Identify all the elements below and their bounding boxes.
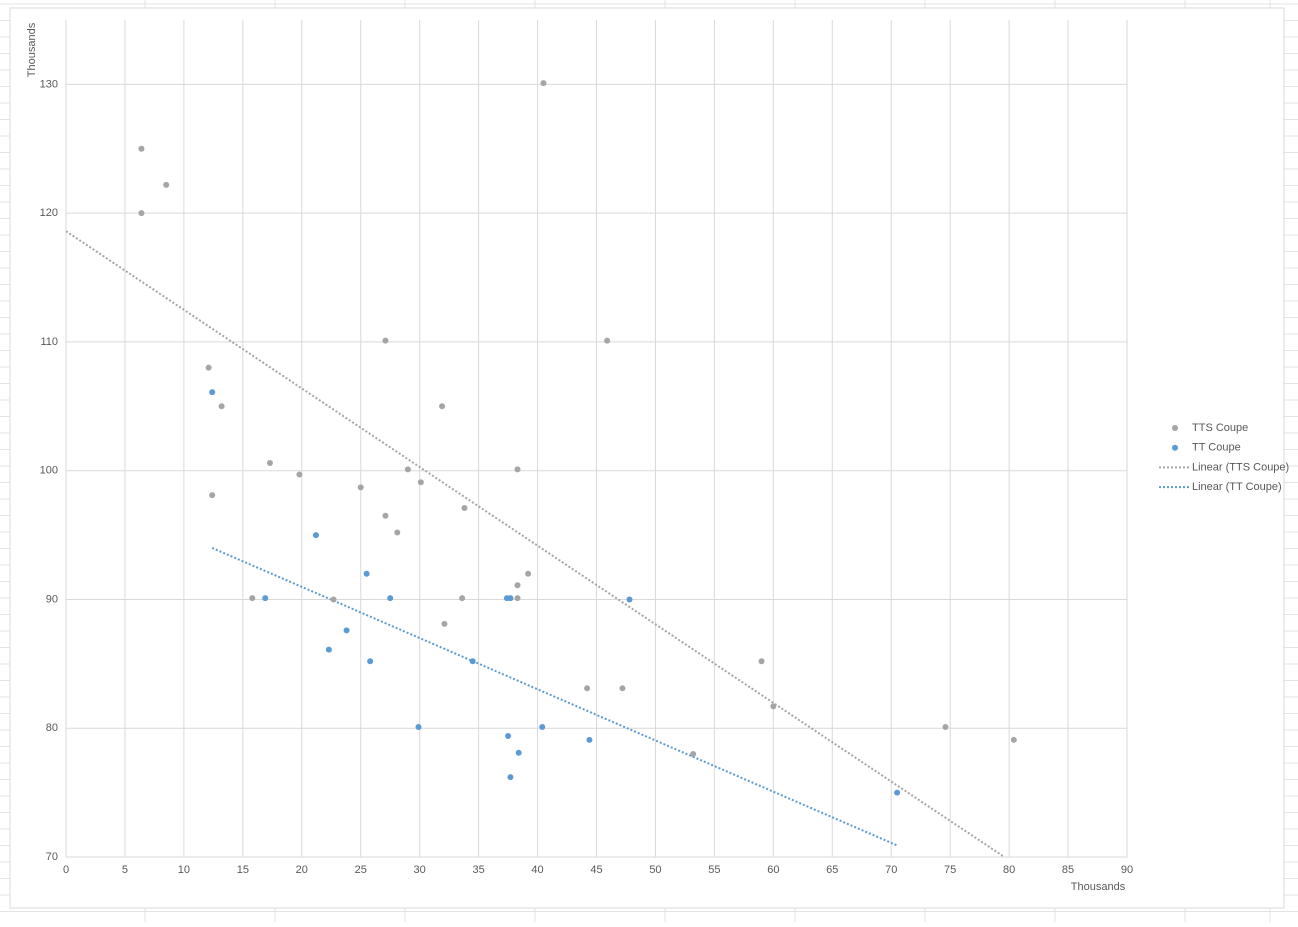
x-tick-label: 40	[531, 864, 543, 876]
x-tick-label: 20	[296, 864, 308, 876]
x-tick-label: 75	[944, 864, 956, 876]
x-axis-label: Thousands	[1071, 881, 1126, 893]
legend-label: TTS Coupe	[1192, 422, 1248, 434]
scatter-point	[382, 512, 389, 519]
scatter-point	[439, 403, 446, 410]
x-tick-label: 65	[826, 864, 838, 876]
scatter-point	[586, 736, 593, 743]
x-tick-label: 25	[355, 864, 367, 876]
scatter-point	[1010, 736, 1017, 743]
scatter-point	[770, 703, 777, 710]
scatter-point	[604, 337, 611, 344]
scatter-point	[507, 774, 514, 781]
scatter-point	[626, 596, 633, 603]
scatter-point	[690, 750, 697, 757]
scatter-point	[758, 658, 765, 665]
scatter-point	[163, 181, 170, 188]
legend-label: Linear (TTS Coupe)	[1192, 461, 1289, 473]
scatter-point	[138, 145, 145, 152]
x-tick-label: 0	[63, 864, 69, 876]
scatter-point	[343, 627, 350, 634]
scatter-point	[367, 658, 374, 665]
y-tick-label: 110	[40, 336, 58, 348]
x-tick-label: 30	[414, 864, 426, 876]
scatter-point	[312, 532, 319, 539]
scatter-point	[514, 582, 521, 589]
legend-marker	[1172, 444, 1178, 451]
scatter-point	[296, 471, 303, 478]
scatter-point	[209, 389, 216, 396]
x-tick-label: 45	[590, 864, 602, 876]
x-tick-label: 15	[237, 864, 249, 876]
scatter-point	[266, 459, 273, 466]
scatter-point	[209, 492, 216, 499]
scatter-point	[138, 210, 145, 217]
x-tick-label: 85	[1062, 864, 1074, 876]
scatter-point	[540, 80, 547, 87]
scatter-point	[459, 595, 466, 602]
x-tick-label: 80	[1003, 864, 1015, 876]
trendline	[211, 547, 898, 847]
scatter-point	[461, 505, 468, 512]
y-tick-label: 100	[40, 465, 58, 477]
scatter-point	[507, 595, 514, 602]
scatter-point	[404, 466, 411, 473]
scatter-point	[584, 685, 591, 692]
scatter-point	[357, 484, 364, 491]
scatter-point	[515, 749, 522, 756]
scatter-point	[469, 658, 476, 665]
chart-area	[9, 7, 1285, 909]
scatter-point	[942, 723, 949, 730]
y-axis-label: Thousands	[26, 22, 38, 77]
scatter-point	[514, 595, 521, 602]
x-tick-label: 35	[472, 864, 484, 876]
scatter-point	[894, 789, 901, 796]
scatter-point	[525, 570, 532, 577]
scatter-point	[394, 529, 401, 536]
x-tick-label: 50	[649, 864, 661, 876]
y-tick-label: 120	[40, 207, 58, 219]
scatter-point	[218, 403, 225, 410]
x-tick-label: 5	[122, 864, 128, 876]
scatter-point	[262, 595, 269, 602]
x-tick-label: 10	[178, 864, 190, 876]
scatter-point	[505, 732, 512, 739]
y-tick-label: 70	[46, 851, 58, 863]
scatter-point	[363, 570, 370, 577]
scatter-point	[415, 723, 422, 730]
x-tick-label: 60	[767, 864, 779, 876]
y-tick-label: 130	[40, 78, 58, 90]
x-tick-label: 70	[885, 864, 897, 876]
scatter-point	[539, 723, 546, 730]
scatter-point	[417, 479, 424, 486]
scatter-point	[514, 466, 521, 473]
y-tick-label: 80	[46, 722, 58, 734]
scatter-point	[249, 595, 256, 602]
legend-label: TT Coupe	[1192, 442, 1241, 454]
scatter-point	[387, 595, 394, 602]
scatter-point	[325, 646, 332, 653]
legend-marker	[1172, 425, 1178, 431]
scatter-point	[441, 620, 448, 627]
scatter-point	[619, 685, 626, 692]
legend-label: Linear (TT Coupe)	[1192, 481, 1282, 493]
y-tick-label: 90	[46, 593, 58, 605]
scatter-point	[330, 596, 337, 603]
scatter-point	[205, 364, 212, 371]
scatter-point	[382, 337, 389, 344]
x-tick-label: 55	[708, 864, 720, 876]
x-tick-label: 90	[1121, 864, 1133, 876]
